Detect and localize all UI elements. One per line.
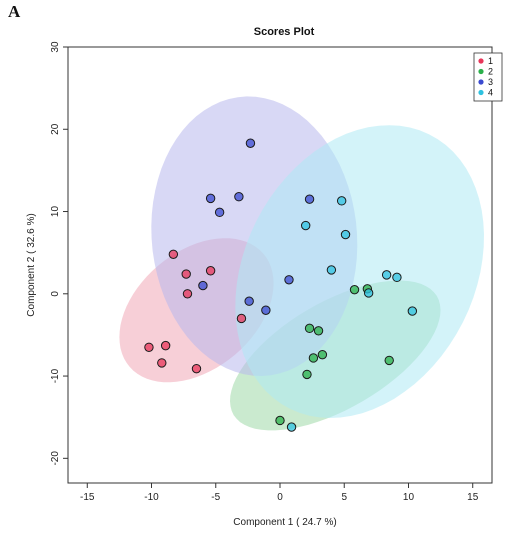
- point-group-3: [198, 280, 208, 291]
- point-group-3: [284, 275, 294, 285]
- x-tick-label: 15: [467, 492, 479, 503]
- point-group-1: [144, 342, 154, 352]
- ellipse-group-4: [235, 125, 484, 418]
- point-group-4: [300, 220, 311, 231]
- y-tick-label: 20: [50, 123, 61, 135]
- x-tick-label: 0: [277, 492, 283, 503]
- point-group-4: [336, 196, 347, 206]
- legend-label-2: 2: [488, 67, 493, 77]
- point-group-1: [157, 358, 167, 368]
- point-group-4: [340, 229, 351, 240]
- x-tick-label: 10: [403, 492, 415, 503]
- point-group-3: [304, 194, 315, 204]
- x-axis-ticks: -15 -10 -5 0 5 10 15: [80, 483, 479, 503]
- point-group-2: [349, 284, 360, 295]
- y-axis-title: Component 2 ( 32.6 %): [26, 213, 37, 316]
- y-tick-label: -10: [50, 368, 61, 383]
- point-group-3: [261, 305, 271, 315]
- x-tick-label: -15: [80, 492, 95, 503]
- legend-label-3: 3: [488, 77, 493, 87]
- legend-marker-1: [478, 58, 484, 64]
- point-group-3: [214, 207, 225, 218]
- point-group-1: [160, 340, 171, 351]
- point-group-4: [363, 288, 374, 298]
- point-group-2: [308, 353, 319, 363]
- y-tick-label: 30: [50, 41, 61, 53]
- point-group-1: [191, 363, 202, 374]
- point-group-4: [407, 306, 418, 316]
- point-group-4: [326, 265, 337, 275]
- point-group-2: [275, 415, 285, 426]
- point-group-4: [286, 422, 297, 432]
- legend-marker-2: [478, 68, 484, 75]
- point-group-2: [302, 369, 312, 380]
- panel-label: A: [8, 2, 21, 21]
- point-group-1: [236, 313, 247, 324]
- point-group-3: [244, 296, 254, 306]
- confidence-ellipses: [119, 96, 484, 431]
- point-group-4: [392, 272, 402, 283]
- legend-marker-3: [478, 79, 484, 85]
- point-group-3: [205, 193, 216, 204]
- x-axis-title: Component 1 ( 24.7 %): [233, 517, 336, 528]
- point-group-4: [381, 270, 392, 280]
- point-group-2: [313, 326, 324, 336]
- score-points: [144, 138, 418, 432]
- point-group-3: [245, 138, 256, 148]
- point-group-1: [168, 249, 179, 260]
- point-group-1: [181, 269, 191, 279]
- y-axis-ticks: -20 -10 0 10 20 30: [50, 41, 68, 466]
- legend-marker-4: [478, 89, 484, 96]
- point-group-1: [205, 266, 216, 276]
- legend-label-1: 1: [488, 56, 493, 66]
- chart-title: Scores Plot: [254, 26, 315, 38]
- point-group-2: [304, 323, 315, 334]
- y-tick-label: -20: [50, 451, 61, 466]
- x-tick-label: -10: [144, 492, 159, 503]
- y-tick-label: 0: [50, 291, 61, 297]
- x-tick-label: -5: [211, 492, 220, 503]
- point-group-1: [182, 289, 193, 299]
- legend-label-4: 4: [488, 88, 493, 98]
- y-tick-label: 10: [50, 206, 61, 218]
- x-tick-label: 5: [341, 492, 347, 503]
- point-group-2: [317, 349, 328, 360]
- point-group-3: [234, 192, 244, 202]
- point-group-2: [384, 355, 394, 366]
